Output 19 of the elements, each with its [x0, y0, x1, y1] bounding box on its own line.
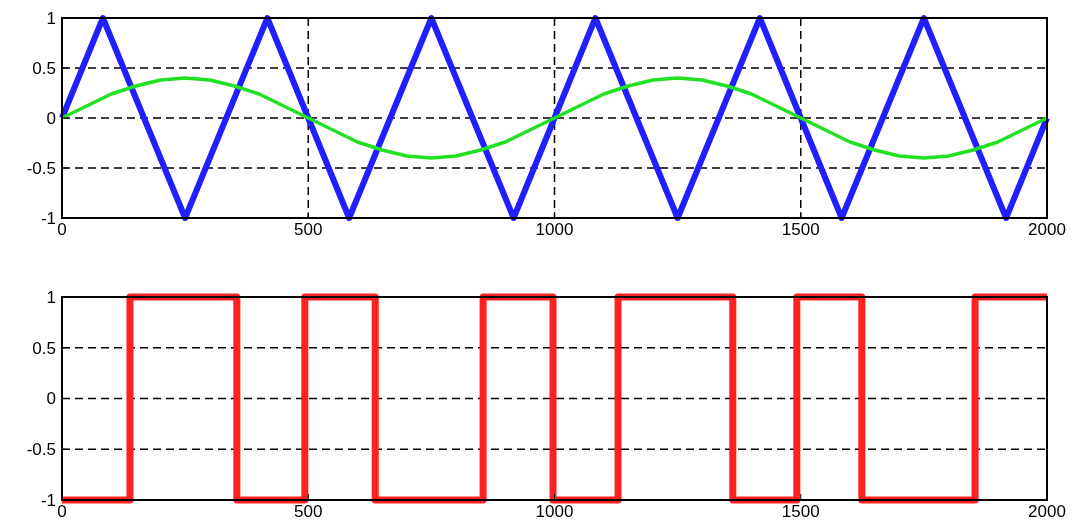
x-tick-label: 500 — [294, 502, 323, 521]
y-tick-label: 0 — [46, 108, 56, 128]
y-tick-label: 1 — [46, 8, 56, 28]
y-tick-label: 0 — [46, 389, 56, 409]
x-tick-label: 2000 — [1028, 502, 1066, 521]
y-tick-label: -0.5 — [26, 440, 56, 460]
line-series — [60, 76, 1049, 160]
y-tick-label: -0.5 — [26, 158, 56, 178]
y-tick-label: 1 — [46, 287, 56, 307]
x-tick-label: 2000 — [1028, 220, 1066, 239]
y-tick-label: -1 — [40, 490, 56, 510]
x-tick-label: 1500 — [781, 220, 820, 239]
x-tick-label: 500 — [294, 220, 323, 239]
x-tick-label: 1000 — [535, 220, 574, 239]
y-tick-label: -1 — [40, 208, 56, 228]
y-tick-label: 0.5 — [32, 338, 56, 358]
y-tick-label: 0.5 — [32, 58, 56, 78]
x-tick-label: 1500 — [781, 502, 820, 521]
x-tick-label: 1000 — [535, 502, 574, 521]
